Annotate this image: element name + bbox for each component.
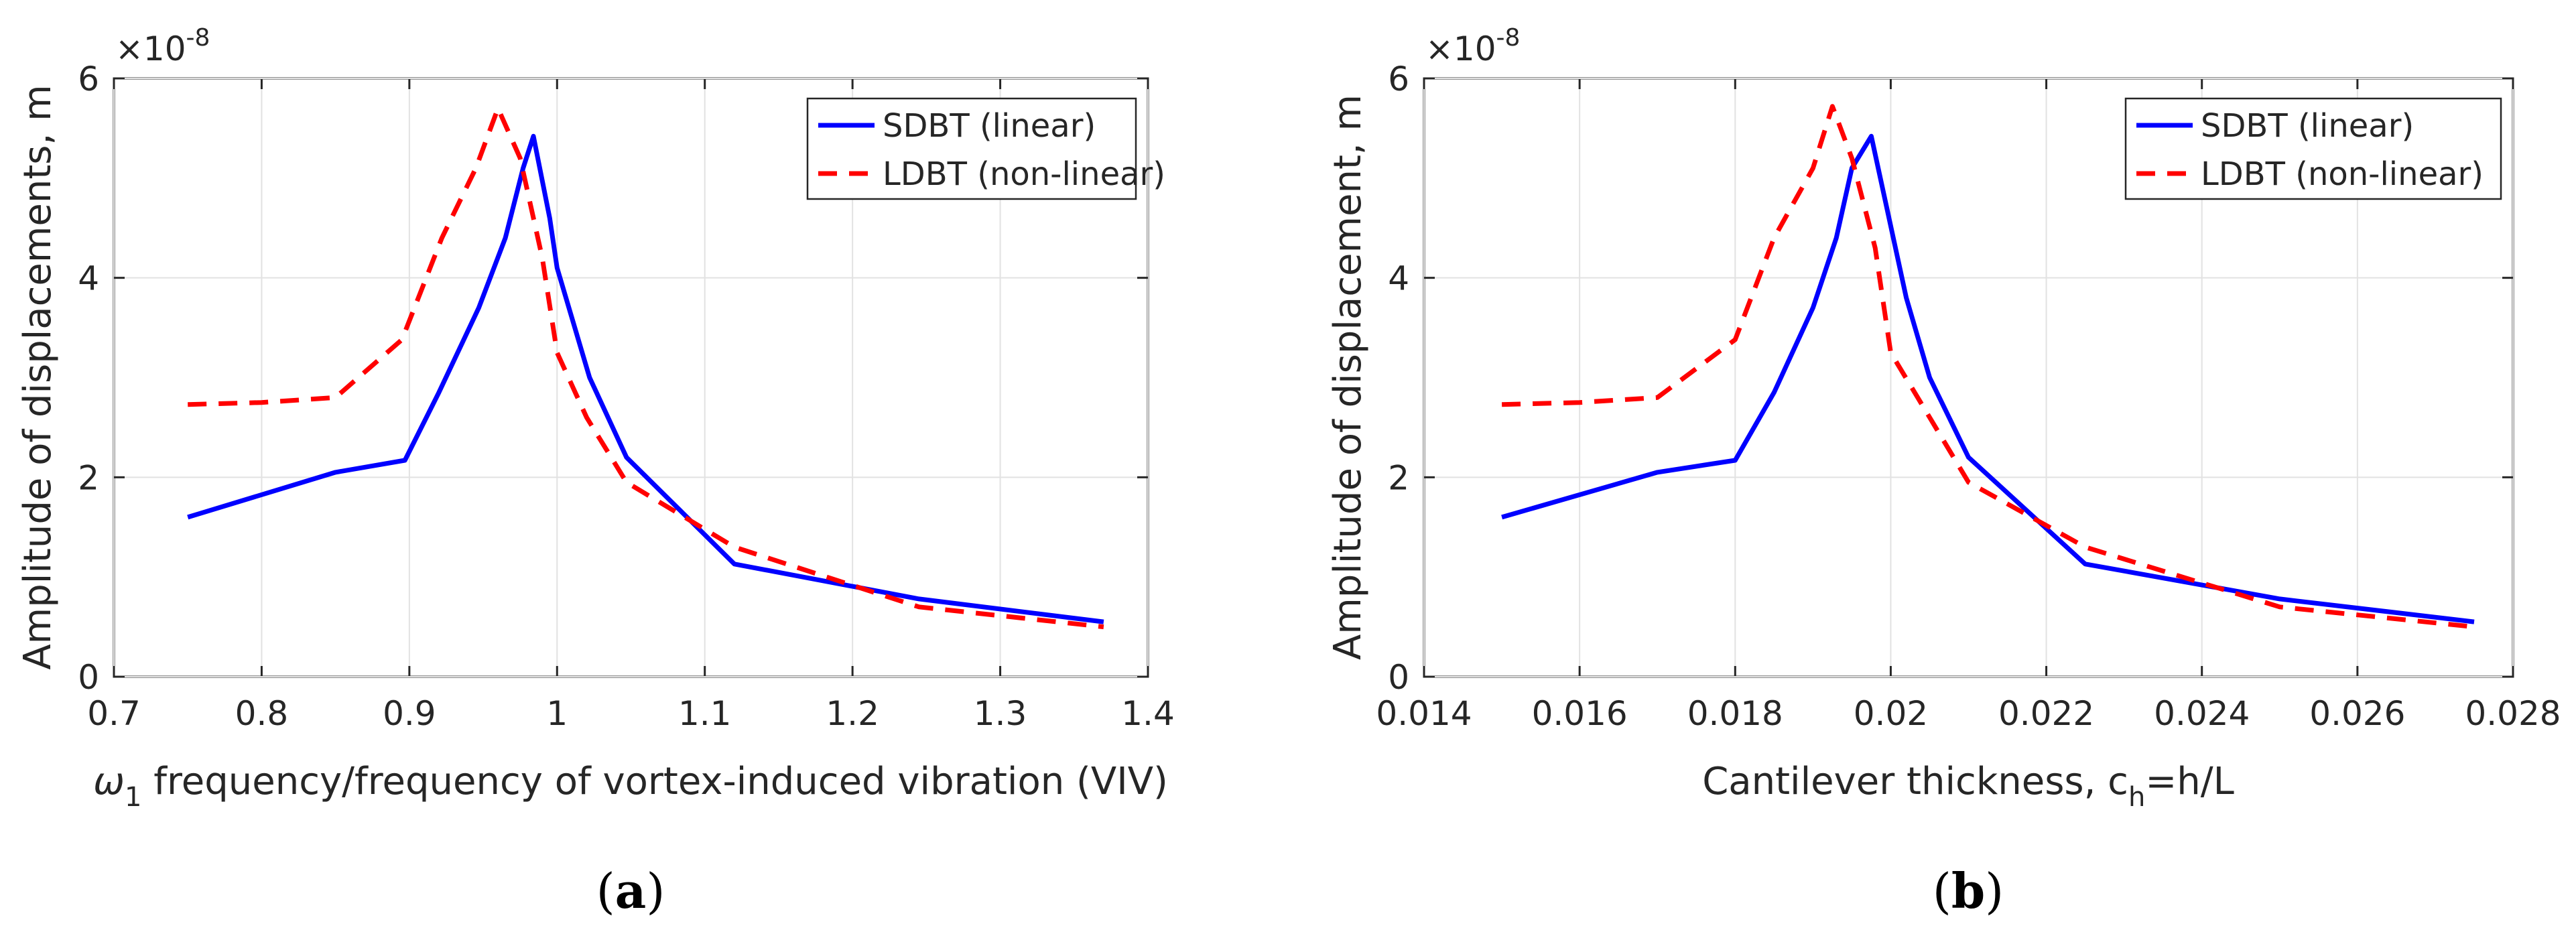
x-tick-label: 0.014 [1376,694,1472,733]
series-line-ldbt [1502,104,2475,630]
y-multiplier-base-a: ×10 [115,29,186,68]
x-tick-label: 0.02 [1854,694,1928,733]
chart-panel-b: 0.014 0.016 0.018 0.02 0.022 0.024 0.026 0.028 … [1326,24,2561,919]
y-tick-label: 4 [78,259,99,298]
x-tick-label: 0.018 [1687,694,1783,733]
x-tick-label: 0.9 [383,694,436,733]
y-tick-label: 2 [1388,458,1409,497]
y-axis-label-a: Amplitude of displacements, m [16,84,60,669]
y-multiplier-exp-b: -8 [1496,24,1521,52]
x-axis-label-symbol-a: ω [93,760,125,803]
x-tick-labels-a: 0.7 0.8 0.9 1 1.1 1.2 1.3 1.4 [87,694,1175,733]
y-tick-label: 0 [78,658,99,697]
legend-box [2124,97,2502,200]
y-tick-label: 4 [1388,259,1409,298]
x-tick-label: 1.1 [678,694,732,733]
y-tick-label: 2 [78,458,99,497]
x-tick-label: 0.8 [235,694,289,733]
x-axis-label-rest-a: frequency/frequency of vortex-induced vi… [142,760,1168,803]
series-lines-b [1501,104,2475,630]
series-lines-a [187,106,1104,630]
legend-box [806,97,1137,200]
x-tick-labels-b: 0.014 0.016 0.018 0.02 0.022 0.024 0.026 0.028 [1376,694,2561,733]
legend-entry: LDBT (non-linear) [2201,155,2484,193]
y-multiplier-b: ×10-8 [1425,24,1520,68]
x-tick-label: 1.2 [826,694,879,733]
x-tick-label: 0.026 [2309,694,2405,733]
x-axis-label-rest-b: =h/L [2145,760,2234,803]
x-tick-label: 0.024 [2154,694,2250,733]
x-axis-label-a: ω1 frequency/frequency of vortex-induced… [93,760,1168,813]
x-tick-label: 0.028 [2465,694,2561,733]
chart-panel-a: 0.7 0.8 0.9 1 1.1 1.2 1.3 1.4 0 2 4 6 ×10-8 Amplit… [16,24,1175,919]
y-multiplier-exp-a: -8 [186,24,210,52]
x-tick-label: 0.7 [87,694,141,733]
caption-b: (b) [1933,862,2004,919]
x-tick-label: 0.016 [1532,694,1628,733]
grid-a [113,77,1149,678]
legend-entry: LDBT (non-linear) [883,155,1165,193]
y-tick-labels-b: 0 2 4 6 [1388,60,1409,697]
y-tick-labels-a: 0 2 4 6 [78,60,99,697]
x-tick-label: 0.022 [1998,694,2094,733]
x-axis-label-sub-b: h [2128,782,2145,813]
grid-b [1423,77,2514,678]
y-multiplier-a: ×10-8 [115,24,210,68]
y-tick-label: 6 [78,60,99,98]
x-tick-label: 1.4 [1121,694,1175,733]
series-line-ldbt [188,106,1104,630]
caption-a: (a) [596,862,665,919]
x-tick-label: 1.3 [974,694,1027,733]
legend-a: SDBT (linear) LDBT (non-linear) [806,97,1165,200]
legend-b: SDBT (linear) LDBT (non-linear) [2124,97,2502,200]
y-tick-label: 6 [1388,60,1409,98]
x-tick-label: 1 [546,694,568,733]
caption-a-letter: a [615,862,647,919]
caption-b-letter: b [1951,862,1985,919]
x-axis-label-main-b: Cantilever thickness, c [1702,760,2128,803]
legend-entry: SDBT (linear) [883,107,1096,145]
y-tick-label: 0 [1388,658,1409,697]
series-line-sdbt [187,133,1104,624]
y-multiplier-base-b: ×10 [1425,29,1496,68]
series-line-sdbt [1501,133,2475,624]
y-axis-label-b: Amplitude of displacement, m [1326,94,1370,660]
x-axis-label-b: Cantilever thickness, ch=h/L [1702,760,2234,813]
x-axis-label-sub-a: 1 [125,782,141,813]
legend-entry: SDBT (linear) [2201,107,2414,145]
